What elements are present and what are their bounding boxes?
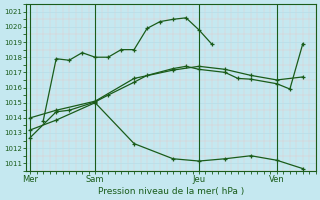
X-axis label: Pression niveau de la mer( hPa ): Pression niveau de la mer( hPa ) (98, 187, 244, 196)
